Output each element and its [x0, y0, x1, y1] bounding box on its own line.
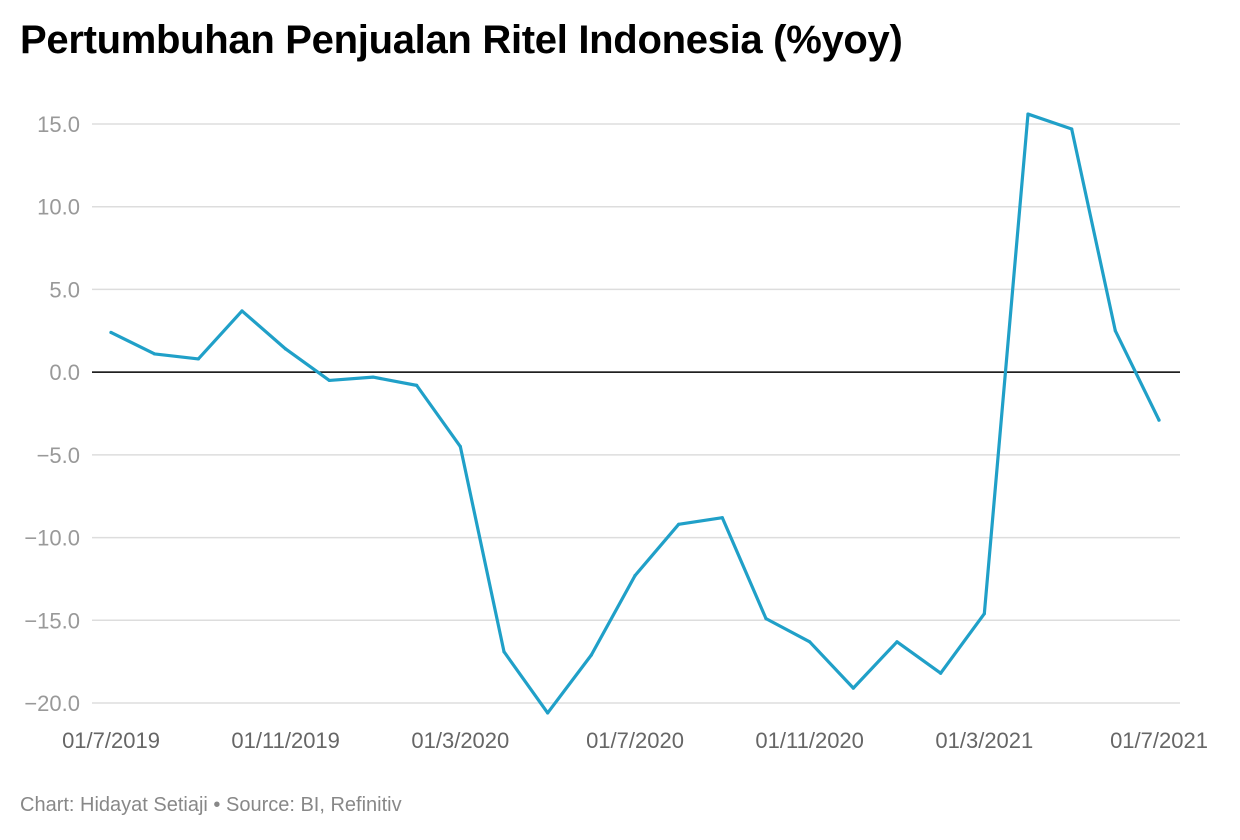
data-point	[939, 671, 943, 675]
data-point	[502, 650, 506, 654]
data-point	[1157, 418, 1161, 422]
data-point	[1070, 127, 1074, 131]
data-points	[109, 112, 1161, 715]
x-tick-label: 01/3/2020	[411, 728, 509, 753]
data-point	[764, 617, 768, 621]
x-axis-ticks: 01/7/2019 01/11/2019 01/3/2020 01/7/2020 01/…	[62, 728, 1208, 753]
x-tick-label: 01/7/2019	[62, 728, 160, 753]
data-point	[677, 522, 681, 526]
chart-source-footer: Chart: Hidayat Setiaji • Source: BI, Ref…	[20, 794, 402, 816]
data-point	[458, 444, 462, 449]
data-point	[895, 640, 899, 644]
data-point	[196, 357, 200, 361]
x-tick-label: 01/7/2020	[586, 728, 684, 753]
chart-title: Pertumbuhan Penjualan Ritel Indonesia (%…	[20, 18, 903, 62]
data-point	[982, 612, 986, 616]
data-point	[633, 574, 637, 578]
data-point	[851, 686, 855, 690]
y-axis-ticks: 15.0 10.0 5.0 0.0 −5.0 −10.0 −15.0 −20.0	[24, 112, 80, 716]
y-tick-label: 10.0	[37, 195, 80, 220]
data-point	[284, 347, 288, 351]
y-tick-label: 15.0	[37, 112, 80, 137]
x-tick-label: 01/11/2019	[231, 728, 339, 753]
data-point	[589, 653, 593, 657]
data-point	[415, 383, 419, 387]
y-tick-label: 0.0	[49, 360, 80, 385]
grid-lines	[92, 123, 1180, 704]
data-point	[720, 516, 724, 520]
data-point	[1026, 112, 1030, 116]
x-tick-label: 01/3/2021	[935, 728, 1033, 753]
y-tick-label: −10.0	[24, 526, 80, 551]
data-point	[1113, 329, 1117, 333]
x-tick-label: 01/7/2021	[1110, 728, 1208, 753]
data-point	[240, 309, 244, 313]
y-tick-label: 5.0	[49, 277, 80, 302]
y-tick-label: −5.0	[37, 443, 80, 468]
data-point	[153, 352, 157, 356]
data-point	[546, 711, 550, 715]
y-tick-label: −15.0	[24, 608, 80, 633]
y-tick-label: −20.0	[24, 691, 80, 716]
series-line	[109, 112, 1161, 715]
x-tick-label: 01/11/2020	[755, 728, 863, 753]
data-point	[109, 330, 113, 335]
data-point	[808, 640, 812, 644]
data-point	[371, 375, 375, 379]
line-chart: 15.0 10.0 5.0 0.0 −5.0 −10.0 −15.0 −20.0 01/7/2…	[24, 112, 1208, 753]
data-point	[327, 378, 331, 383]
